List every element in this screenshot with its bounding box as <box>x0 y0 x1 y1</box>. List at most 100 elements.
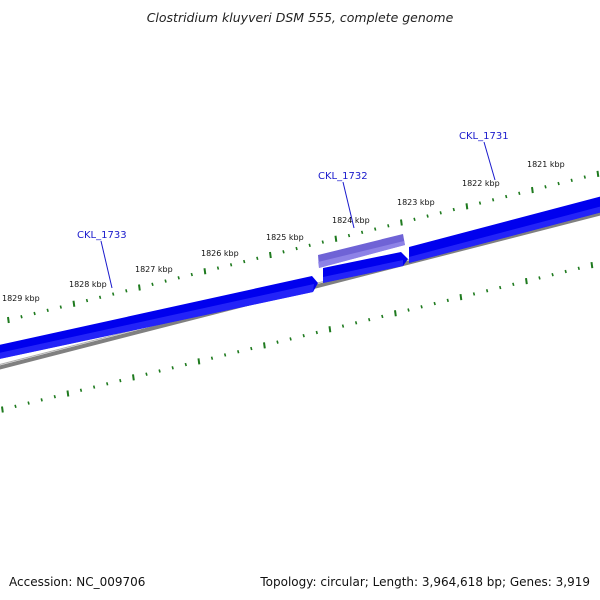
tick-mark <box>66 390 70 397</box>
kbp-label: 1826 kbp <box>201 249 239 258</box>
tick-mark <box>446 298 449 303</box>
tick-mark <box>334 235 338 242</box>
tick-mark <box>184 362 187 367</box>
tick-mark <box>190 272 193 277</box>
tick-mark <box>505 194 508 199</box>
tick-mark <box>551 273 554 277</box>
tick-mark <box>119 378 122 383</box>
genome-title: Clostridium kluyveri DSM 555, complete g… <box>146 10 454 25</box>
tick-mark <box>420 305 423 309</box>
tick-mark <box>164 279 167 283</box>
tick-mark <box>596 170 600 177</box>
tick-mark <box>197 358 201 365</box>
tick-mark <box>138 284 141 291</box>
tick-mark <box>203 268 207 275</box>
tick-mark <box>243 259 246 264</box>
tick-mark <box>171 366 174 370</box>
tick-mark <box>223 353 227 357</box>
kbp-label: 1827 kbp <box>135 265 173 274</box>
tick-mark <box>158 369 161 373</box>
tick-mark <box>302 333 305 338</box>
tick-mark <box>112 292 115 296</box>
tick-mark <box>512 282 515 287</box>
tick-mark <box>46 308 49 312</box>
tick-mark <box>459 294 463 301</box>
tick-mark <box>347 233 351 238</box>
lower-tick-ring <box>1 261 594 413</box>
tick-mark <box>590 261 594 269</box>
gene-track <box>0 196 600 359</box>
tick-mark <box>485 289 489 293</box>
tick-mark <box>400 219 403 226</box>
tick-mark <box>92 385 96 389</box>
tick-mark <box>368 317 371 322</box>
tick-mark <box>407 308 410 312</box>
tick-mark <box>250 346 253 351</box>
tick-mark <box>151 282 154 286</box>
tick-mark <box>72 300 76 307</box>
tick-mark <box>276 340 279 344</box>
tick-mark <box>452 207 455 212</box>
tick-mark <box>491 198 495 202</box>
leader-line-ckl-1731 <box>483 141 496 181</box>
tick-mark <box>518 191 521 196</box>
leader-line-ckl-1733 <box>100 240 113 289</box>
tick-mark <box>544 185 547 189</box>
tick-mark <box>538 276 541 280</box>
kbp-label: 1821 kbp <box>527 160 565 169</box>
tick-mark <box>40 398 43 402</box>
tick-mark <box>132 374 135 381</box>
tick-mark <box>14 404 17 409</box>
tick-mark <box>525 277 528 285</box>
tick-mark <box>295 246 298 251</box>
tick-mark <box>106 382 109 386</box>
leader-line-ckl-1732 <box>342 181 355 229</box>
tick-mark <box>570 178 573 183</box>
tick-mark <box>381 314 384 319</box>
tick-mark <box>387 224 390 228</box>
gene-label-ckl-1731[interactable]: CKL_1731 <box>459 131 509 142</box>
tick-mark <box>33 311 36 316</box>
tick-mark <box>269 251 272 259</box>
tick-mark <box>145 372 148 376</box>
tick-mark <box>237 350 240 354</box>
tick-mark <box>282 250 285 254</box>
tick-mark <box>177 276 180 280</box>
genome-summary-label: Topology: circular; Length: 3,964,618 bp… <box>260 575 590 589</box>
tick-mark <box>1 406 4 413</box>
kbp-label: 1823 kbp <box>397 198 435 207</box>
tick-mark <box>426 214 429 218</box>
tick-mark <box>557 181 560 186</box>
kbp-label: 1828 kbp <box>69 280 107 289</box>
tick-mark <box>499 285 502 290</box>
accession-label: Accession: NC_009706 <box>9 575 146 589</box>
gene-arrow-ckl-1731-shade <box>409 206 600 263</box>
tick-mark <box>229 263 233 267</box>
tick-mark <box>341 324 345 328</box>
tick-mark <box>79 388 83 392</box>
tick-mark <box>59 305 62 309</box>
tick-mark <box>583 175 586 179</box>
tick-mark <box>360 230 364 235</box>
tick-mark <box>374 227 377 231</box>
tick-mark <box>308 243 311 247</box>
kbp-label: 1829 kbp <box>2 294 40 303</box>
tick-mark <box>20 315 23 319</box>
tick-mark <box>53 394 56 399</box>
tick-mark <box>465 203 469 210</box>
tick-mark <box>478 201 482 205</box>
outer-tick-ring <box>7 170 600 324</box>
gene-label-ckl-1733[interactable]: CKL_1733 <box>77 230 127 241</box>
gene-label-ckl-1732[interactable]: CKL_1732 <box>318 171 368 182</box>
gene-arrow-ckl-1732-shade <box>323 260 403 283</box>
tick-mark <box>216 266 220 270</box>
tick-mark <box>394 310 397 317</box>
tick-mark <box>354 321 358 325</box>
tick-mark <box>27 401 30 405</box>
tick-mark <box>433 301 436 306</box>
tick-mark <box>263 342 266 349</box>
tick-mark <box>7 316 10 324</box>
feature-highlight-bar-shade <box>318 241 405 268</box>
